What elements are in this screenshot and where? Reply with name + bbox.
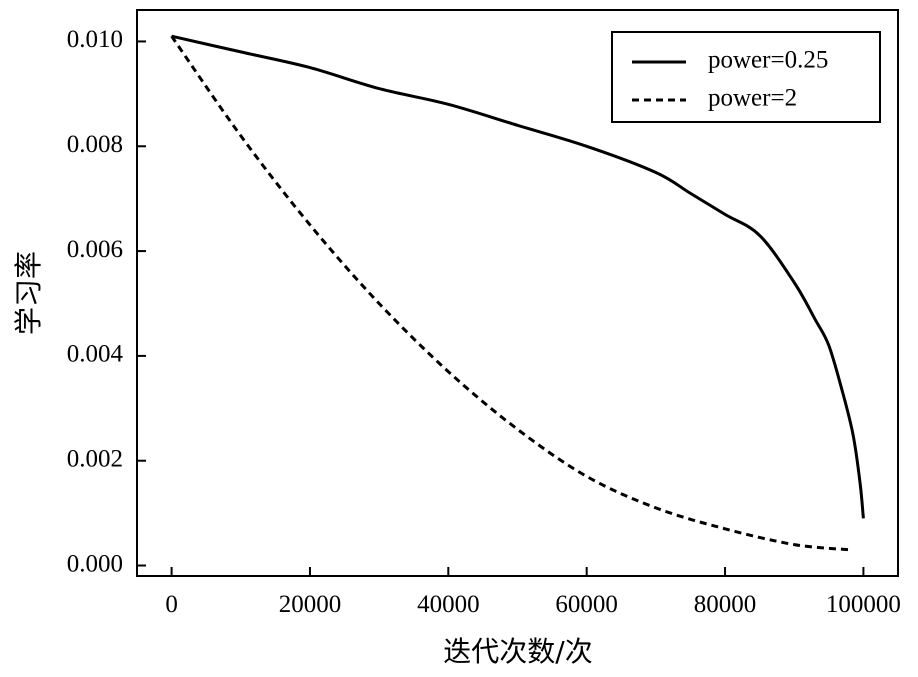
y-axis-title: 学习率 xyxy=(12,251,45,335)
y-tick-label: 0.000 xyxy=(67,550,123,577)
y-tick-label: 0.004 xyxy=(67,341,124,368)
x-axis-ticks: 0 20000 40000 60000 80000 100000 xyxy=(165,567,901,618)
x-tick-label: 100000 xyxy=(826,591,901,618)
y-tick-label: 0.002 xyxy=(67,445,123,472)
legend: power=0.25 power=2 xyxy=(611,31,881,123)
plot-frame xyxy=(136,9,899,577)
y-axis-ticks: 0.000 0.002 0.004 0.006 0.008 0.010 xyxy=(67,26,146,577)
legend-box xyxy=(611,31,881,123)
series-line-power-2 xyxy=(170,35,850,552)
x-tick-label: 60000 xyxy=(555,591,618,618)
series-layer xyxy=(170,34,865,552)
y-tick-label: 0.006 xyxy=(67,236,123,263)
x-tick-label: 0 xyxy=(165,591,178,618)
x-tick-label: 80000 xyxy=(694,591,757,618)
x-tick-label: 20000 xyxy=(279,591,342,618)
legend-label-power-2: power=2 xyxy=(708,85,797,112)
legend-label-power-0-25: power=0.25 xyxy=(708,47,828,74)
y-tick-label: 0.010 xyxy=(67,26,123,53)
x-axis-title: 迭代次数/次 xyxy=(443,635,592,668)
y-tick-label: 0.008 xyxy=(67,131,123,158)
series-line-power-0-25 xyxy=(171,34,865,519)
x-tick-label: 40000 xyxy=(417,591,480,618)
